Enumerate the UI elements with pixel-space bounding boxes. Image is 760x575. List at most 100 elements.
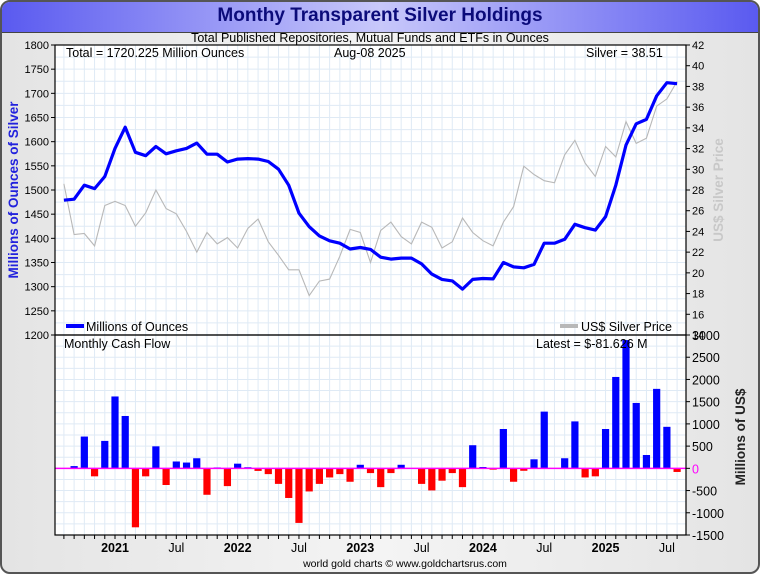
left-tick-label: 1800	[25, 40, 49, 52]
upper-subtitle: Total Published Repositories, Mutual Fun…	[191, 31, 549, 45]
cash-flow-bar	[172, 461, 180, 469]
left-tick-label: 1600	[25, 137, 49, 149]
left-tick-label: 1650	[25, 113, 49, 125]
left-tick-label: 1500	[25, 185, 49, 197]
left-tick-label: 1300	[25, 282, 49, 294]
right-tick-label: 18	[692, 289, 704, 301]
right-tick-label: 22	[692, 247, 704, 259]
axis-labels: 1800 1750 1700 1650 1600 1550 1500 1450 1400 1350…	[25, 40, 725, 555]
latest-annotation: Latest = $-81.626 M	[536, 337, 648, 351]
x-tick-label: 2023	[346, 541, 374, 555]
cash-flow-bar	[632, 402, 640, 469]
cash-flow-bar	[193, 458, 201, 469]
right-tick-label: 36	[692, 102, 704, 114]
right-tick-label: 28	[692, 185, 704, 197]
right-tick-label: 38	[692, 81, 704, 93]
left-tick-label: 1550	[25, 161, 49, 173]
left-tick-label: 1250	[25, 306, 49, 318]
x-tick-label: 2022	[224, 541, 252, 555]
cash-flow-bar	[223, 468, 232, 487]
cash-flow-bar	[111, 396, 119, 469]
left-tick-label: 1200	[25, 330, 49, 342]
x-tick-label: Jul	[659, 541, 675, 555]
cash-flow-bar	[80, 436, 88, 469]
x-tick-label: Jul	[536, 541, 552, 555]
grid	[55, 44, 686, 536]
right-tick-label: 24	[692, 226, 704, 238]
holdings-line	[63, 81, 678, 291]
cash-tick-label: 2500	[692, 351, 720, 365]
cash-flow-bar	[530, 459, 538, 469]
right-tick-label: 26	[692, 206, 704, 218]
cash-flow-bar	[561, 458, 569, 469]
cash-flow-bar	[397, 464, 405, 469]
cash-tick-label: -1000	[692, 507, 724, 521]
legend-holdings-label: Millions of Ounces	[86, 320, 188, 334]
chart-title: Monthy Transparent Silver Holdings	[217, 5, 543, 26]
legend-holdings-swatch	[66, 324, 84, 328]
right-tick-label: 40	[692, 61, 704, 73]
cash-flow-bar	[663, 426, 671, 469]
cash-flow-title: Monthly Cash Flow	[64, 337, 171, 351]
cash-flow-bar	[540, 411, 548, 469]
right-tick-label: 32	[692, 144, 704, 156]
cash-flow-bar	[274, 468, 283, 484]
cash-tick-label: 500	[692, 440, 713, 454]
cash-flow-bar	[326, 468, 334, 478]
cash-flow-bar	[90, 468, 99, 477]
legend-silver-label: US$ Silver Price	[581, 320, 672, 334]
left-tick-label: 1400	[25, 233, 49, 245]
cash-flow-bar	[234, 463, 242, 469]
cash-tick-label: 1500	[692, 396, 720, 410]
right-tick-label: 16	[692, 309, 704, 321]
legend-silver-swatch	[560, 324, 578, 328]
cash-tick-label: -500	[692, 485, 717, 499]
right-axis-label-cash: Millions of US$	[733, 388, 748, 485]
x-tick-label: Jul	[414, 541, 430, 555]
cash-flow-bar	[581, 468, 589, 478]
right-tick-label: 42	[692, 40, 704, 52]
cash-flow-bar	[377, 468, 385, 488]
cash-flow-bar	[622, 340, 630, 469]
left-tick-label: 1750	[25, 64, 49, 76]
silver-price-line	[63, 81, 678, 297]
left-axis-label: Millions of Ounces of Silver	[6, 101, 21, 279]
left-tick-label: 1700	[25, 88, 49, 100]
axis-ticks	[51, 44, 690, 539]
date-annotation: Aug-08 2025	[334, 46, 406, 60]
x-tick-label: 2024	[469, 541, 497, 555]
cash-flow-bar	[642, 455, 651, 469]
cash-tick-label: 0	[692, 462, 699, 476]
cash-flow-bar	[285, 468, 293, 498]
cash-flow-bar	[315, 468, 323, 484]
cash-flow-bar	[387, 468, 395, 474]
x-tick-label: 2021	[101, 541, 129, 555]
cash-flow-bar	[366, 468, 375, 474]
cash-flow-bar	[305, 468, 313, 492]
cash-flow-bar	[418, 468, 426, 484]
cash-flow-bar	[101, 440, 109, 469]
cash-tick-label: 3000	[692, 329, 720, 343]
cash-flow-bar	[336, 468, 344, 475]
right-tick-label: 34	[692, 123, 704, 135]
cash-tick-label: -1500	[692, 529, 724, 543]
cash-flow-bar	[356, 464, 364, 469]
footer-credit: world gold charts © www.goldchartsrus.co…	[302, 558, 507, 570]
cash-flow-bar	[509, 468, 518, 482]
cash-flow-bar	[612, 376, 620, 469]
left-tick-label: 1450	[25, 209, 49, 221]
cash-flow-bar	[601, 429, 610, 469]
cash-flow-bar	[571, 421, 579, 469]
cash-tick-label: 2000	[692, 373, 720, 387]
cash-flow-bar	[428, 468, 436, 491]
right-tick-label: 14	[692, 330, 704, 342]
left-tick-label: 1350	[25, 258, 49, 270]
cash-flow-bar	[346, 468, 354, 482]
cash-flow-bar	[162, 468, 170, 485]
cash-flow-bar	[121, 415, 129, 469]
total-annotation: Total = 1720.225 Million Ounces	[66, 46, 244, 60]
cash-tick-label: 1000	[692, 418, 720, 432]
cash-flow-bar	[142, 468, 150, 477]
cash-flow-bar	[152, 446, 160, 469]
cash-flow-bar	[458, 468, 467, 488]
